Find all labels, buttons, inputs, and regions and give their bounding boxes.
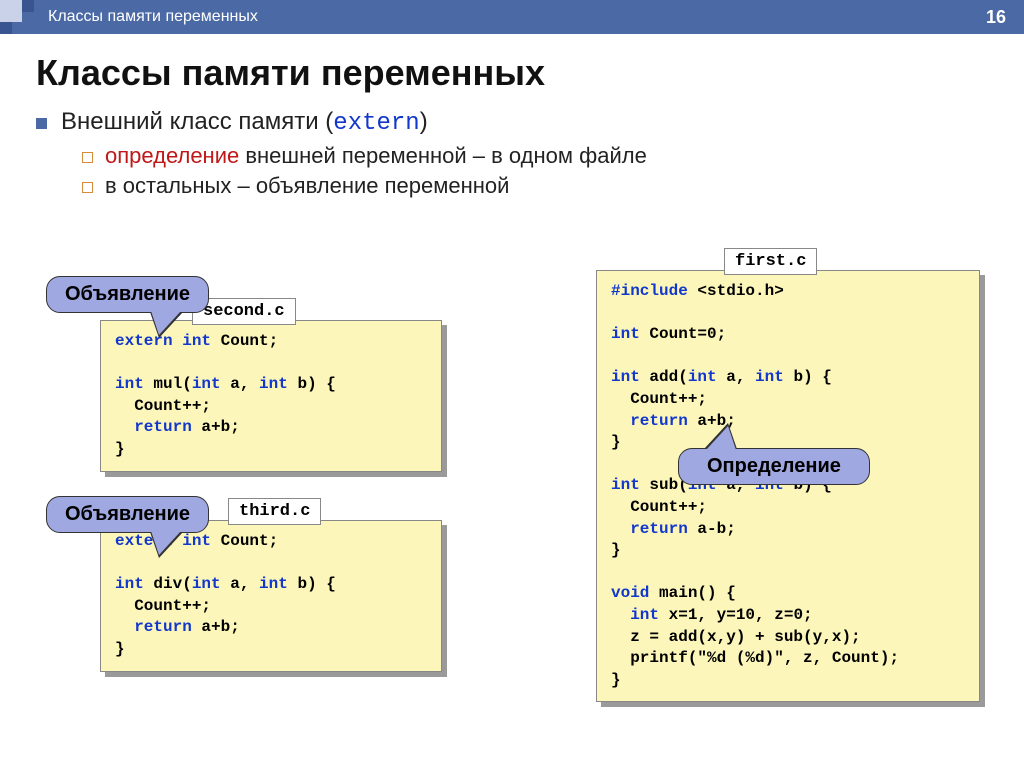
page-number: 16 xyxy=(986,7,1006,28)
sub1-rest: внешней переменной – в одном файле xyxy=(239,143,647,168)
page-title: Классы памяти переменных xyxy=(36,52,988,94)
sub1-red: определение xyxy=(105,143,239,168)
file-label-third: third.c xyxy=(228,498,321,525)
slide-content: Классы памяти переменных Внешний класс п… xyxy=(0,34,1024,199)
callout-declaration-1: Объявление xyxy=(46,276,209,313)
file-label-first: first.c xyxy=(724,248,817,275)
code-panel-first: #include <stdio.h>int Count=0;int add(in… xyxy=(596,270,980,702)
callout-label: Объявление xyxy=(46,496,209,533)
callout-declaration-2: Объявление xyxy=(46,496,209,533)
breadcrumb: Классы памяти переменных xyxy=(42,8,258,26)
title-bar: Классы памяти переменных 16 xyxy=(0,0,1024,34)
hollow-bullet-icon xyxy=(82,182,93,193)
callout-definition: Определение xyxy=(678,448,870,485)
square-bullet-icon xyxy=(36,118,47,129)
slide-logo-icon xyxy=(0,0,34,34)
callout-label: Определение xyxy=(678,448,870,485)
sub-bullet-2: в остальных – объявление переменной xyxy=(82,173,988,199)
code-panel-second: extern int Count;int mul(int a, int b) {… xyxy=(100,320,442,472)
bullet-keyword: extern xyxy=(333,110,419,137)
hollow-bullet-icon xyxy=(82,152,93,163)
bullet-text-suffix: ) xyxy=(420,108,428,135)
bullet-text-prefix: Внешний класс памяти ( xyxy=(61,108,333,135)
callout-label: Объявление xyxy=(46,276,209,313)
sub-bullet-1: определение внешней переменной – в одном… xyxy=(82,143,988,169)
bullet-main: Внешний класс памяти (extern) xyxy=(36,108,988,137)
sub2-text: в остальных – объявление переменной xyxy=(105,173,509,199)
